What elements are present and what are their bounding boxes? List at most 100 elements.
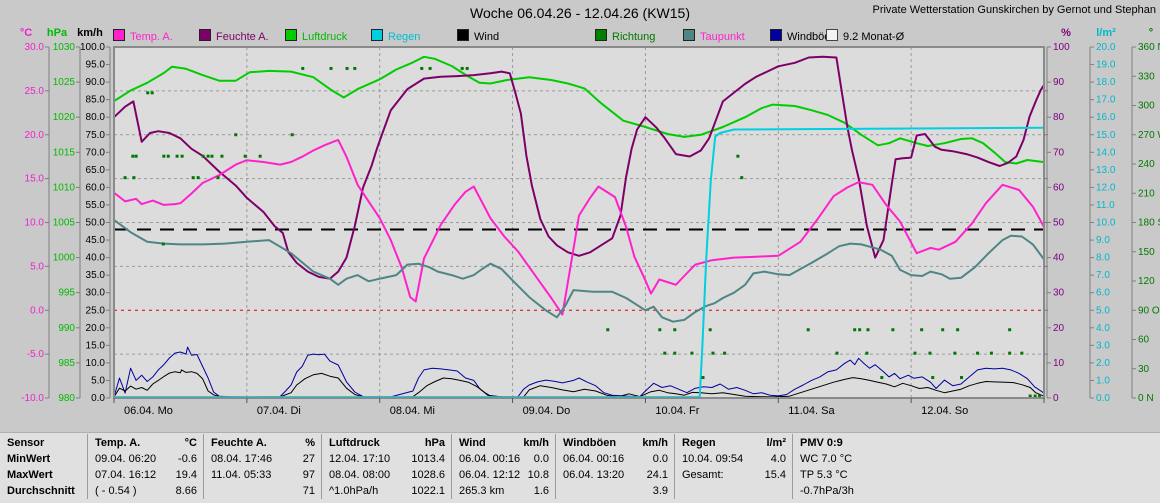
table-col-wind: Wind km/h 06.04. 00:16 0.0 06.04. 12:12 10.8 2… xyxy=(451,434,555,499)
svg-text:95.0: 95.0 xyxy=(86,60,106,71)
svg-text:9.0: 9.0 xyxy=(1096,235,1110,246)
svg-text:8.0: 8.0 xyxy=(1096,253,1110,264)
svg-text:1010: 1010 xyxy=(53,182,76,193)
svg-text:3.0: 3.0 xyxy=(1096,340,1110,351)
svg-text:1005: 1005 xyxy=(53,218,76,229)
svg-text:25.0: 25.0 xyxy=(25,86,45,97)
svg-text:980: 980 xyxy=(58,393,75,404)
svg-text:90.0: 90.0 xyxy=(86,77,106,88)
day-label-3: 09.04. Do xyxy=(523,405,571,417)
legend-item-luftdruck[interactable]: Luftdruck xyxy=(285,29,347,43)
stat-time: TP 5.3 °C xyxy=(800,469,848,481)
table-row-headers: Sensor MinWert MaxWert Durchschnitt xyxy=(0,434,87,499)
series-taupunkt xyxy=(113,219,1045,323)
svg-text:6.0: 6.0 xyxy=(1096,288,1110,299)
page-title: Woche 06.04.26 - 12.04.26 (KW15) xyxy=(470,5,690,21)
richtung-dot xyxy=(835,351,839,355)
stat-value: 8.66 xyxy=(175,485,197,497)
svg-text:85.0: 85.0 xyxy=(86,95,106,106)
stat-value: 1028.6 xyxy=(411,469,445,481)
svg-text:995: 995 xyxy=(58,288,75,299)
svg-text:65.0: 65.0 xyxy=(86,165,106,176)
sensor-name: Feuchte A. xyxy=(211,437,267,449)
sensor-unit: °C xyxy=(184,437,197,449)
stat-time: 265.3 km xyxy=(459,485,505,497)
series-color-swatch xyxy=(113,29,125,41)
svg-text:45.0: 45.0 xyxy=(86,235,106,246)
svg-text:5.0: 5.0 xyxy=(30,261,44,272)
series-feuchte-a- xyxy=(113,55,1045,280)
monthly-avg-checkbox[interactable] xyxy=(826,29,838,41)
richtung-dot xyxy=(673,351,677,355)
richtung-dot xyxy=(290,133,294,137)
legend-item-taupunkt[interactable]: Taupunkt xyxy=(683,29,745,43)
weather-chart: 30.025.020.015.010.05.00.0-5.0-10.010301… xyxy=(21,42,1160,417)
legend-label: Windböen xyxy=(787,31,837,43)
svg-text:300: 300 xyxy=(1138,101,1155,112)
svg-text:30: 30 xyxy=(1053,288,1065,299)
richtung-dot xyxy=(956,328,960,332)
svg-text:13.0: 13.0 xyxy=(1096,165,1116,176)
series-windb-en xyxy=(113,346,1045,398)
svg-text:60: 60 xyxy=(1053,182,1065,193)
richtung-dot xyxy=(928,351,932,355)
richtung-dot xyxy=(658,328,662,332)
svg-text:330: 330 xyxy=(1138,71,1155,82)
svg-text:5.0: 5.0 xyxy=(1096,305,1110,316)
stat-time: 11.04. 05:33 xyxy=(211,469,272,481)
svg-text:1020: 1020 xyxy=(53,112,76,123)
richtung-dot xyxy=(1038,394,1042,398)
stat-time: 08.04. 08:00 xyxy=(329,469,391,481)
stat-time: 09.04. 06:20 xyxy=(95,453,157,465)
axis-head-kmh: km/h xyxy=(77,27,103,39)
series-color-swatch xyxy=(595,29,607,41)
row-header-durchschnitt: Durchschnitt xyxy=(7,485,75,497)
legend-item-regen[interactable]: Regen xyxy=(371,29,420,43)
richtung-dot xyxy=(201,154,205,158)
svg-text:75.0: 75.0 xyxy=(86,130,106,141)
svg-text:70.0: 70.0 xyxy=(86,147,106,158)
stat-value: 15.4 xyxy=(764,469,786,481)
richtung-dot xyxy=(220,154,224,158)
svg-text:270 W: 270 W xyxy=(1138,130,1160,141)
richtung-dot xyxy=(175,154,179,158)
legend-item-feuchte-a-[interactable]: Feuchte A. xyxy=(199,29,269,43)
svg-text:5.0: 5.0 xyxy=(91,375,105,386)
svg-text:90: 90 xyxy=(1053,77,1065,88)
richtung-dot xyxy=(329,66,333,70)
svg-text:25.0: 25.0 xyxy=(86,305,106,316)
svg-text:90 O: 90 O xyxy=(1138,305,1160,316)
legend-item-windb-en[interactable]: Windböen xyxy=(770,29,837,43)
legend-item-temp-a-[interactable]: Temp. A. xyxy=(113,29,173,43)
svg-text:1030: 1030 xyxy=(53,42,76,53)
svg-text:360 N: 360 N xyxy=(1138,42,1160,53)
legend-label: 9.2 Monat-Ø xyxy=(843,31,905,43)
svg-text:55.0: 55.0 xyxy=(86,200,106,211)
legend-item-wind[interactable]: Wind xyxy=(457,29,499,43)
sensor-name: Wind xyxy=(459,437,486,449)
richtung-dot xyxy=(301,66,305,70)
svg-text:15.0: 15.0 xyxy=(86,340,106,351)
richtung-dot xyxy=(162,154,166,158)
legend-item-9-2-monat-[interactable]: 9.2 Monat-Ø xyxy=(826,29,905,43)
legend-item-richtung[interactable]: Richtung xyxy=(595,29,655,43)
stat-time: 06.04. 12:12 xyxy=(459,469,521,481)
richtung-dot xyxy=(1033,394,1037,398)
row-header-maxwert: MaxWert xyxy=(7,469,53,481)
axis-head-percent: % xyxy=(1061,27,1071,39)
svg-text:35.0: 35.0 xyxy=(86,270,106,281)
stat-value: 0.0 xyxy=(533,453,549,465)
table-col-windb-en: Windböen km/h 06.04. 00:16 0.0 06.04. 13:20 2… xyxy=(555,434,674,499)
richtung-dot xyxy=(865,351,869,355)
richtung-dot xyxy=(161,242,165,246)
stat-time: 06.04. 13:20 xyxy=(563,469,625,481)
stat-time: ^1.0hPa/h xyxy=(329,485,379,497)
stat-time: Gesamt: xyxy=(682,469,724,481)
svg-text:-10.0: -10.0 xyxy=(21,393,44,404)
stat-value: 71 xyxy=(302,485,315,497)
richtung-dot xyxy=(708,328,712,332)
svg-text:7.0: 7.0 xyxy=(1096,270,1110,281)
stat-time: 07.04. 16:12 xyxy=(95,469,157,481)
svg-text:18.0: 18.0 xyxy=(1096,77,1116,88)
